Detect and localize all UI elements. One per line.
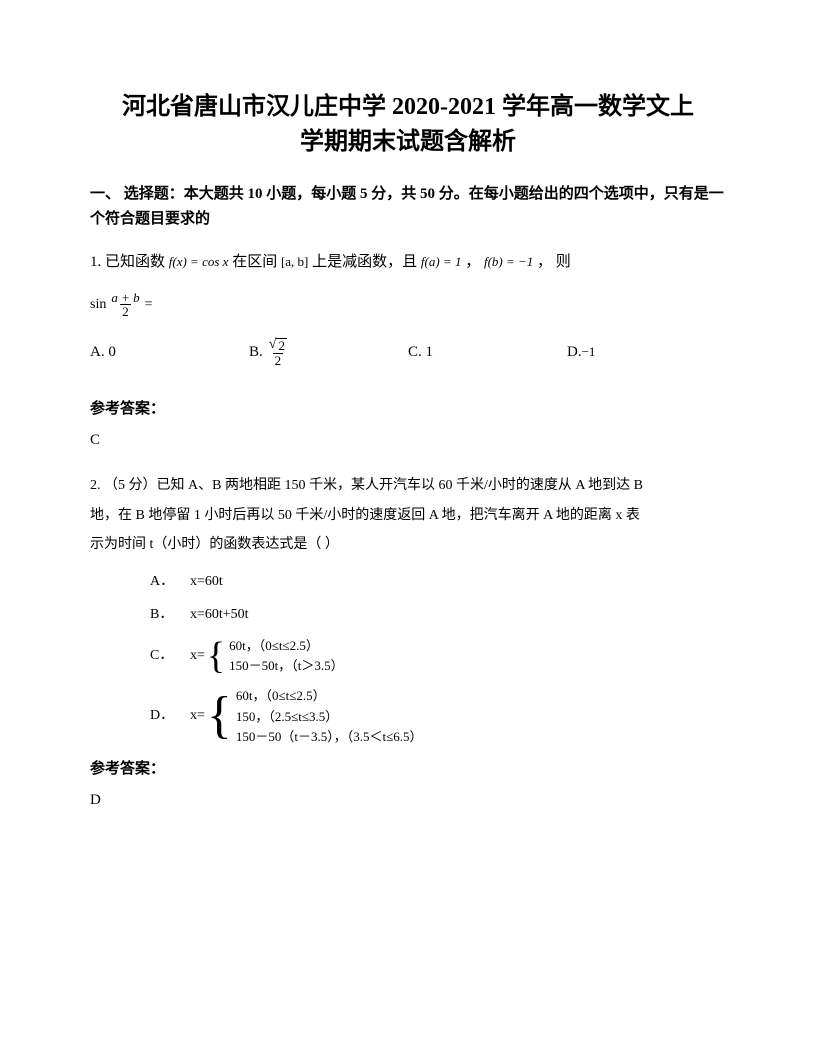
q2-c-pre: x=	[190, 645, 205, 667]
q1-pre: 1. 已知函数	[90, 254, 169, 270]
q1-choice-b-label: B.	[249, 344, 263, 361]
q1-sin-expression: sin a + b 2 =	[90, 291, 726, 319]
q1-b-num-val: 2	[276, 338, 287, 353]
q2-choice-a: A． x=60t	[150, 571, 726, 593]
exam-page: 河北省唐山市汉儿庄中学 2020-2021 学年高一数学文上 学期期末试题含解析…	[0, 0, 816, 1056]
q2-answer-heading: 参考答案：	[90, 757, 726, 778]
q1-b-den: 2	[273, 353, 284, 368]
q1-fa: f(a) = 1	[421, 249, 462, 275]
q1-mid2: 上是减函数，且	[312, 254, 421, 270]
sin-fraction: a + b 2	[109, 291, 141, 319]
brace-icon: {	[207, 639, 225, 673]
sqrt-icon: √2	[269, 338, 287, 353]
q1-answer-heading: 参考答案：	[90, 397, 726, 418]
sin-label: sin	[90, 297, 106, 313]
q1-choice-a: A. 0	[90, 337, 249, 367]
q2-d-piece-2: 150，（2.5≤t≤3.5）	[236, 707, 423, 727]
q1-tail: ， 则	[537, 254, 571, 270]
q1-choice-d-val: −1	[582, 344, 596, 360]
q1-choice-b: B. √2 2	[249, 337, 408, 367]
q2-a-text: x=60t	[190, 571, 223, 593]
q2-c-piecewise: { 60t，（0≤t≤2.5） 150－50t，（t＞3.5）	[207, 636, 344, 676]
q1-choice-b-frac: √2 2	[267, 337, 289, 367]
q2-c-piece-1: 60t，（0≤t≤2.5）	[229, 636, 343, 656]
sin-den: 2	[120, 304, 131, 319]
q1-mid1: 在区间	[232, 254, 281, 270]
q2-d-piece-3: 150－50（t－3.5），（3.5＜t≤6.5）	[236, 727, 423, 747]
q1-choice-d: D. −1	[567, 337, 726, 367]
title-line-1: 河北省唐山市汉儿庄中学 2020-2021 学年高一数学文上	[90, 90, 726, 125]
q1-interval: [a, b]	[281, 249, 308, 275]
question-1: 1. 已知函数 f(x) = cos x 在区间 [a, b] 上是减函数，且 …	[90, 247, 726, 277]
q2-d-piece-1: 60t，（0≤t≤2.5）	[236, 686, 423, 706]
q2-choice-b: B． x=60t+50t	[150, 604, 726, 626]
q2-stem-1: 2. （5 分）已知 A、B 两地相距 150 千米，某人开汽车以 60 千米/…	[90, 471, 726, 500]
q2-d-label: D．	[150, 705, 190, 727]
q2-stem-3: 示为时间 t（小时）的函数表达式是（ ）	[90, 530, 726, 559]
q2-a-label: A．	[150, 571, 190, 593]
sin-num: a + b	[109, 291, 141, 305]
brace-icon: {	[207, 693, 232, 740]
q1-fx: f(x) = cos x	[169, 249, 229, 275]
question-2: 2. （5 分）已知 A、B 两地相距 150 千米，某人开汽车以 60 千米/…	[90, 471, 726, 559]
section-1-heading: 一、 选择题：本大题共 10 小题，每小题 5 分，共 50 分。在每小题给出的…	[90, 182, 726, 233]
q1-choice-d-label: D.	[567, 344, 582, 361]
q1-comma1: ，	[465, 254, 480, 270]
q1-b-num: √2	[267, 337, 289, 353]
q2-choice-c: C． x= { 60t，（0≤t≤2.5） 150－50t，（t＞3.5）	[150, 636, 726, 676]
q1-fb: f(b) = −1	[484, 249, 533, 275]
q1-choice-c-text: C. 1	[408, 344, 433, 361]
q1-choice-c: C. 1	[408, 337, 567, 367]
q2-answer: D	[90, 792, 726, 809]
q2-c-piece-2: 150－50t，（t＞3.5）	[229, 656, 343, 676]
q2-b-label: B．	[150, 604, 190, 626]
q2-c-label: C．	[150, 645, 190, 667]
q2-stem-2: 地，在 B 地停留 1 小时后再以 50 千米/小时的速度返回 A 地，把汽车离…	[90, 501, 726, 530]
sin-eq: =	[145, 297, 153, 313]
q1-choices: A. 0 B. √2 2 C. 1 D. −1	[90, 337, 726, 367]
page-title: 河北省唐山市汉儿庄中学 2020-2021 学年高一数学文上 学期期末试题含解析	[90, 90, 726, 160]
title-line-2: 学期期末试题含解析	[90, 125, 726, 160]
q2-d-pre: x=	[190, 705, 205, 727]
q1-choice-a-text: A. 0	[90, 344, 116, 361]
q1-answer: C	[90, 432, 726, 449]
q2-choices: A． x=60t B． x=60t+50t C． x= { 60t，（0≤t≤2…	[90, 571, 726, 746]
q2-choice-d: D． x= { 60t，（0≤t≤2.5） 150，（2.5≤t≤3.5） 15…	[150, 686, 726, 746]
q2-b-text: x=60t+50t	[190, 604, 249, 626]
q2-d-piecewise: { 60t，（0≤t≤2.5） 150，（2.5≤t≤3.5） 150－50（t…	[207, 686, 423, 746]
